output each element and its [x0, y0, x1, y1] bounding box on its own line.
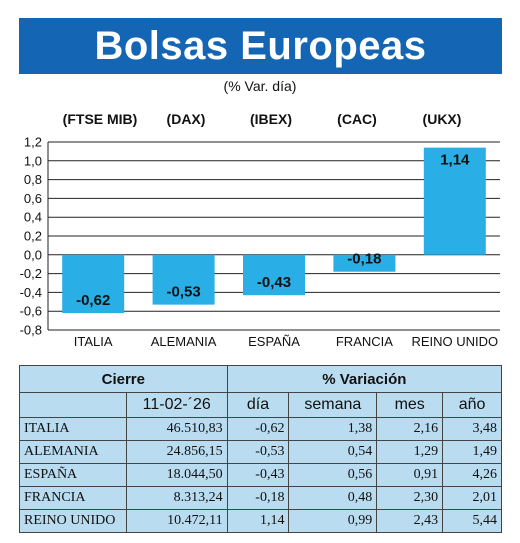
row-cierre: 46.510,83: [125, 417, 228, 441]
row-anio: 1,49: [442, 440, 502, 464]
y-tick-label: -0,4: [20, 285, 42, 300]
row-name: ALEMANIA: [19, 440, 127, 464]
index-label-ftse-mib: (FTSE MIB): [62, 111, 138, 127]
bar: [152, 254, 215, 305]
index-label-dax: (DAX): [166, 111, 206, 127]
bar: [423, 147, 486, 255]
row-cierre: 10.472,11: [125, 509, 228, 533]
row-dia: 1,14: [226, 509, 290, 533]
x-tick-label: ESPAÑA: [248, 334, 300, 349]
table-row: ESPAÑA 18.044,50 -0,43 0,56 0,91 4,26: [19, 463, 502, 487]
row-cierre: 18.044,50: [125, 463, 228, 487]
row-semana: 0,99: [288, 509, 378, 533]
row-dia: -0,62: [226, 417, 290, 441]
header-variacion: % Variación: [226, 365, 503, 393]
row-semana: 0,56: [288, 463, 378, 487]
table-sub-header-row: 11-02-´26 día semana mes año: [19, 392, 502, 418]
y-tick-label: 1,0: [24, 153, 42, 168]
row-anio: 5,44: [442, 509, 502, 533]
bar-value-label: -0,43: [257, 274, 291, 291]
table-row: REINO UNIDO 10.472,11 1,14 0,99 2,43 5,4…: [19, 509, 502, 533]
y-tick-label: 0,8: [24, 172, 42, 187]
header-cierre: Cierre: [19, 365, 228, 393]
header-semana: semana: [288, 392, 378, 418]
row-dia: -0,53: [226, 440, 290, 464]
row-cierre: 24.856,15: [125, 440, 228, 464]
data-table-container: Cierre % Variación 11-02-´26 día semana …: [19, 365, 503, 533]
x-tick-label: REINO UNIDO: [411, 334, 498, 349]
row-name: ESPAÑA: [19, 463, 127, 487]
x-tick-label: ALEMANIA: [151, 334, 217, 349]
bar-value-label: -0,53: [166, 284, 200, 301]
index-label-ibex: (IBEX): [250, 111, 292, 127]
data-table: Cierre % Variación 11-02-´26 día semana …: [19, 365, 503, 533]
row-semana: 1,38: [288, 417, 378, 441]
row-anio: 3,48: [442, 417, 502, 441]
row-mes: 2,30: [376, 486, 444, 510]
y-tick-label: -0,2: [20, 266, 42, 281]
row-semana: 0,48: [288, 486, 378, 510]
table-row: FRANCIA 8.313,24 -0,18 0,48 2,30 2,01: [19, 486, 502, 510]
header-blank: [19, 392, 127, 418]
bar-value-label: 1,14: [440, 152, 470, 169]
row-mes: 2,16: [376, 417, 444, 441]
x-tick-label: ITALIA: [74, 334, 113, 349]
bar: [243, 254, 305, 296]
row-anio: 2,01: [442, 486, 502, 510]
index-label-ukx: (UKX): [422, 111, 462, 127]
header-mes: mes: [376, 392, 444, 418]
y-tick-label: 0,4: [24, 210, 42, 225]
table-row: ALEMANIA 24.856,15 -0,53 0,54 1,29 1,49: [19, 440, 502, 464]
row-semana: 0,54: [288, 440, 378, 464]
row-name: REINO UNIDO: [19, 509, 127, 533]
chart-subtitle: (% Var. día): [223, 78, 297, 94]
row-dia: -0,43: [226, 463, 290, 487]
row-name: ITALIA: [19, 417, 127, 441]
bar-chart: 1,2 1,0 0,8 0,6 0,4 0,2 0,0 -0,2 -0,4 -0,6 -0,8 -0,…: [20, 135, 500, 349]
bar-value-label: -0,18: [347, 251, 381, 268]
header-dia: día: [226, 392, 290, 418]
header-date: 11-02-´26: [125, 392, 228, 418]
y-tick-label: -0,6: [20, 304, 42, 319]
title-banner: Bolsas Europeas: [19, 18, 502, 74]
index-label-cac: (CAC): [337, 111, 377, 127]
bar: [62, 254, 125, 314]
y-tick-label: -0,8: [20, 323, 42, 338]
row-name: FRANCIA: [19, 486, 127, 510]
row-mes: 2,43: [376, 509, 444, 533]
y-tick-label: 1,2: [24, 135, 42, 150]
y-tick-label: 0,2: [24, 229, 42, 244]
row-cierre: 8.313,24: [125, 486, 228, 510]
header-anio: año: [442, 392, 502, 418]
row-mes: 0,91: [376, 463, 444, 487]
table-group-header-row: Cierre % Variación: [19, 365, 503, 393]
x-tick-label: FRANCIA: [336, 334, 393, 349]
bar: [333, 254, 396, 272]
y-tick-label: 0,0: [24, 247, 42, 262]
table-row: ITALIA 46.510,83 -0,62 1,38 2,16 3,48: [19, 417, 502, 441]
y-tick-label: 0,6: [24, 191, 42, 206]
row-mes: 1,29: [376, 440, 444, 464]
row-dia: -0,18: [226, 486, 290, 510]
row-anio: 4,26: [442, 463, 502, 487]
chart-title: Bolsas Europeas: [94, 23, 427, 68]
bar-value-label: -0,62: [76, 292, 110, 309]
